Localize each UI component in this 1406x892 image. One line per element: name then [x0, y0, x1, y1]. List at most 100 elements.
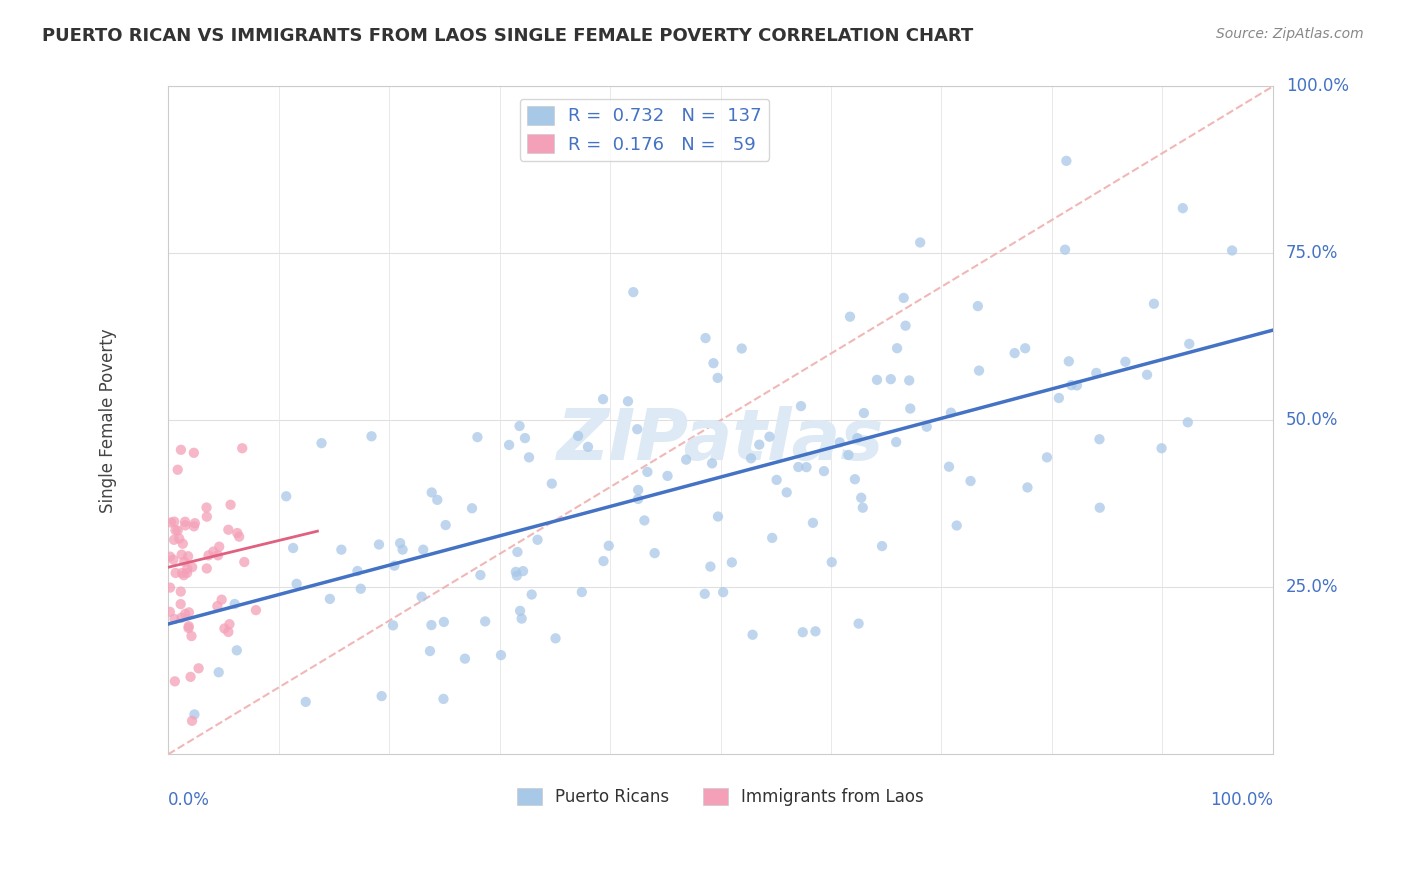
Point [804, 624, 827, 639]
Point [426, 492, 449, 507]
Point [509, 604, 531, 618]
Point [170, 584, 193, 599]
Point [1060, 378, 1083, 392]
Point [174, 515, 197, 529]
Point [1143, 297, 1166, 311]
Point [470, 568, 492, 582]
Point [411, 590, 433, 604]
Point [699, 559, 721, 574]
Point [1054, 153, 1077, 168]
Point [195, 561, 218, 575]
Point [208, 665, 231, 680]
Point [731, 342, 754, 356]
Text: 50.0%: 50.0% [1286, 411, 1339, 429]
Point [162, 552, 184, 566]
Point [813, 464, 835, 478]
Point [567, 429, 589, 443]
Point [695, 331, 717, 345]
Point [544, 632, 567, 646]
Point [938, 459, 960, 474]
Point [1171, 201, 1194, 215]
Point [852, 406, 875, 420]
Point [180, 629, 202, 643]
Point [959, 474, 981, 488]
Point [1088, 432, 1111, 446]
Point [183, 446, 205, 460]
Point [233, 555, 256, 569]
Point [884, 435, 907, 450]
Point [898, 373, 921, 387]
Point [350, 582, 373, 596]
Point [368, 537, 391, 551]
Point [159, 581, 181, 595]
Point [821, 555, 844, 569]
Point [626, 422, 648, 436]
Point [796, 460, 818, 475]
Point [498, 438, 520, 452]
Point [177, 619, 200, 633]
Point [846, 431, 869, 445]
Point [174, 607, 197, 621]
Point [207, 549, 229, 563]
Point [1177, 415, 1199, 429]
Point [454, 651, 477, 665]
Text: 75.0%: 75.0% [1286, 244, 1339, 262]
Point [851, 491, 873, 505]
Point [644, 546, 666, 560]
Point [1047, 391, 1070, 405]
Point [1178, 336, 1201, 351]
Point [1088, 500, 1111, 515]
Point [520, 588, 543, 602]
Point [225, 643, 247, 657]
Point [419, 644, 441, 658]
Point [1136, 368, 1159, 382]
Point [966, 299, 988, 313]
Point [170, 611, 193, 625]
Point [598, 539, 620, 553]
Point [167, 532, 190, 546]
Point [231, 442, 253, 456]
Point [848, 616, 870, 631]
Text: Single Female Poverty: Single Female Poverty [98, 328, 117, 513]
Point [509, 419, 531, 434]
Point [165, 524, 187, 538]
Text: 100.0%: 100.0% [1286, 78, 1348, 95]
Point [945, 518, 967, 533]
Point [218, 617, 240, 632]
Point [765, 473, 787, 487]
Point [741, 628, 763, 642]
Point [505, 565, 527, 579]
Point [346, 564, 368, 578]
Point [1054, 243, 1077, 257]
Point [169, 597, 191, 611]
Point [866, 373, 889, 387]
Point [967, 363, 990, 377]
Point [636, 465, 658, 479]
Point [1057, 354, 1080, 368]
Point [181, 560, 204, 574]
Point [412, 542, 434, 557]
Point [184, 516, 207, 531]
Point [197, 549, 219, 563]
Point [908, 235, 931, 250]
Point [177, 549, 200, 564]
Point [211, 592, 233, 607]
Point [434, 518, 457, 533]
Point [159, 605, 181, 619]
Point [852, 500, 875, 515]
Point [173, 555, 195, 569]
Text: PUERTO RICAN VS IMMIGRANTS FROM LAOS SINGLE FEMALE POVERTY CORRELATION CHART: PUERTO RICAN VS IMMIGRANTS FROM LAOS SIN… [42, 27, 973, 45]
Point [592, 554, 614, 568]
Point [163, 533, 186, 547]
Point [506, 568, 529, 582]
Point [170, 548, 193, 562]
Point [706, 371, 728, 385]
Point [276, 489, 298, 503]
Point [180, 670, 202, 684]
Point [506, 545, 529, 559]
Legend: Puerto Ricans, Immigrants from Laos: Puerto Ricans, Immigrants from Laos [510, 781, 931, 813]
Point [870, 539, 893, 553]
Point [195, 509, 218, 524]
Point [839, 310, 862, 324]
Point [748, 437, 770, 451]
